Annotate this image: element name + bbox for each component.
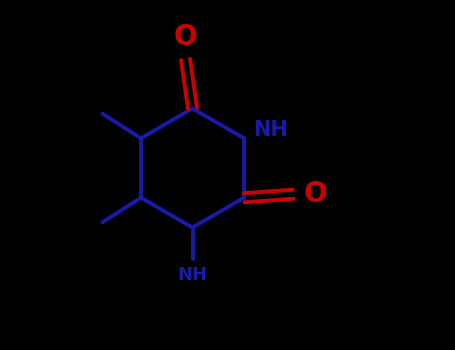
Text: NH: NH <box>177 266 207 284</box>
Text: NH: NH <box>253 119 288 140</box>
Text: O: O <box>174 23 197 51</box>
Text: O: O <box>303 180 327 208</box>
